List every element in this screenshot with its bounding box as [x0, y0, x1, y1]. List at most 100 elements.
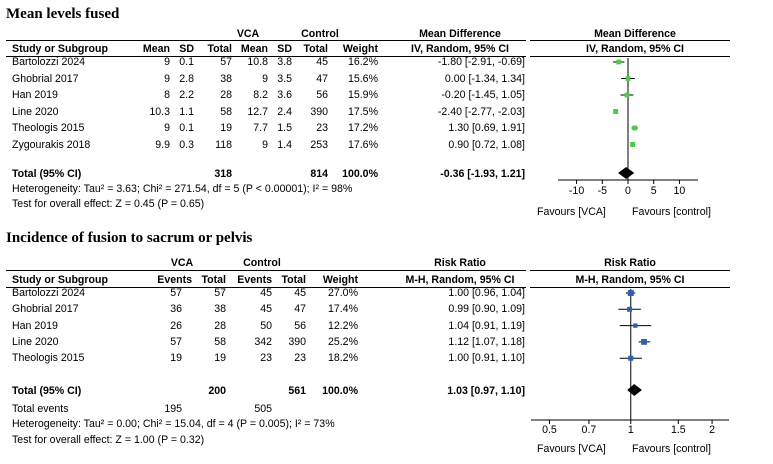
table-cell: 253: [310, 138, 328, 151]
table-cell: 27.0%: [327, 287, 358, 299]
table-cell: 3.6: [277, 89, 292, 101]
panel2-col-ctrl-events: Events: [237, 274, 272, 286]
table-cell: 19: [170, 352, 182, 365]
table-cell: 9: [164, 56, 170, 68]
table-cell: 1.4: [277, 138, 292, 151]
ci-text: 0.00 [-1.34, 1.34]: [444, 72, 525, 85]
study-name: Bartolozzi 2024: [12, 287, 86, 299]
study-marker: [624, 92, 630, 98]
study-name: Line 2020: [12, 335, 59, 348]
table-cell: 10.3: [149, 105, 170, 118]
panel2-col-vca-events: Events: [157, 274, 192, 286]
study-name: Ghobrial 2017: [12, 72, 79, 85]
panel2-group-control: Control: [243, 257, 281, 269]
panel1-favours-right: Favours [control]: [632, 206, 711, 218]
x-tick-label: 1: [628, 424, 634, 436]
x-tick-label: -10: [569, 185, 584, 197]
study-marker: [613, 109, 619, 114]
pooled-diamond: [627, 384, 642, 396]
study-marker: [641, 339, 647, 345]
study-marker: [632, 125, 638, 131]
panel2-overall-effect: Test for overall effect: Z = 1.00 (P = 0…: [12, 434, 205, 446]
panel2-favours-left: Favours [VCA]: [537, 443, 606, 455]
table-cell: 17.2%: [347, 122, 378, 134]
pooled-diamond: [618, 167, 635, 179]
panel1-col-weight: Weight: [342, 43, 378, 55]
panel1-overall-effect: Test for overall effect: Z = 0.45 (P = 0…: [12, 198, 205, 210]
panel1-effect-title: Mean Difference: [419, 28, 501, 40]
study-marker: [628, 355, 634, 361]
table-cell: 38: [214, 303, 226, 316]
panel2-effect-title: Risk Ratio: [434, 257, 486, 269]
panel2-total-ci: 1.03 [0.97, 1.10]: [447, 385, 525, 397]
panel1-title: Mean levels fused: [6, 6, 120, 22]
table-cell: 57: [170, 335, 182, 348]
table-cell: 45: [260, 303, 272, 316]
panel2-col-ci: M-H, Random, 95% CI: [405, 274, 515, 286]
table-cell: 17.5%: [347, 105, 378, 118]
table-cell: 2.8: [179, 72, 194, 85]
panel2-plot-method: M-H, Random, 95% CI: [575, 274, 685, 286]
panel1-plot-header-rule-bottom: [530, 56, 730, 57]
x-tick-label: 2: [709, 424, 715, 436]
table-cell: 390: [288, 335, 306, 348]
panel1-col-ci: IV, Random, 95% CI: [411, 43, 509, 55]
table-cell: 26: [170, 319, 182, 332]
panel1-total-ci: -0.36 [-1.93, 1.21]: [440, 168, 525, 180]
table-cell: 36: [170, 303, 182, 316]
study-marker: [625, 76, 631, 81]
panel2-col-weight: Weight: [322, 274, 358, 286]
table-cell: 9: [262, 72, 268, 85]
table-cell: 8.2: [253, 89, 268, 101]
ci-text: 0.90 [0.72, 1.08]: [448, 138, 525, 151]
panel1-header-rule-top: [6, 40, 526, 41]
panel1-total-label: Total (95% CI): [12, 168, 82, 180]
study-name: Ghobrial 2017: [12, 303, 79, 316]
panel2-total-label: Total (95% CI): [12, 385, 82, 397]
panel2-favours-right: Favours [control]: [632, 443, 711, 455]
table-cell: 2.4: [277, 105, 292, 118]
table-cell: 57: [214, 287, 226, 299]
table-cell: 12.7: [247, 105, 268, 118]
table-cell: 47: [294, 303, 306, 316]
table-cell: 3.5: [277, 72, 292, 85]
table-cell: 47: [316, 72, 328, 85]
x-tick-label: 10: [674, 185, 686, 197]
x-tick-label: -5: [598, 185, 608, 197]
table-cell: 56: [294, 319, 306, 332]
ci-text: 0.99 [0.90, 1.09]: [448, 303, 525, 316]
panel2-total-vca: 200: [208, 385, 226, 397]
study-marker: [633, 323, 638, 328]
table-cell: 9: [262, 138, 268, 151]
table-cell: 12.2%: [327, 319, 358, 332]
panel2-heterogeneity: Heterogeneity: Tau² = 0.00; Chi² = 15.04…: [12, 418, 335, 430]
study-name: Bartolozzi 2024: [12, 56, 86, 68]
panel2-group-vca: VCA: [170, 257, 194, 269]
panel1-col-vca-sd: SD: [179, 43, 194, 55]
table-cell: 9: [164, 72, 170, 85]
panel2-plot-header-rule-top: [530, 270, 730, 271]
table-cell: 0.1: [179, 56, 194, 68]
panel2-total-events-vca: 195: [164, 403, 182, 415]
study-marker: [627, 290, 634, 296]
table-cell: 45: [260, 287, 272, 299]
panel1-col-vca-total: Total: [207, 43, 232, 55]
x-tick-label: 0.7: [582, 424, 597, 436]
table-cell: 390: [310, 105, 328, 118]
table-cell: 15.6%: [347, 72, 378, 85]
panel1-col-ctrl-sd: SD: [277, 43, 292, 55]
table-cell: 23: [294, 352, 306, 365]
panel1-total-weight: 100.0%: [342, 168, 378, 180]
panel2-header-rule-top: [6, 270, 526, 271]
panel2-plot-header-rule-bottom: [530, 287, 730, 288]
x-tick-label: 1.5: [671, 424, 686, 436]
panel2-col-study: Study or Subgroup: [12, 274, 108, 286]
x-tick-label: 0.5: [542, 424, 557, 436]
table-cell: 1.5: [277, 122, 292, 134]
panel2-total-events-label: Total events: [12, 403, 69, 415]
panel1-favours-left: Favours [VCA]: [537, 206, 606, 218]
x-tick-label: 0: [625, 185, 631, 197]
panel2-title: Incidence of fusion to sacrum or pelvis: [6, 230, 253, 246]
